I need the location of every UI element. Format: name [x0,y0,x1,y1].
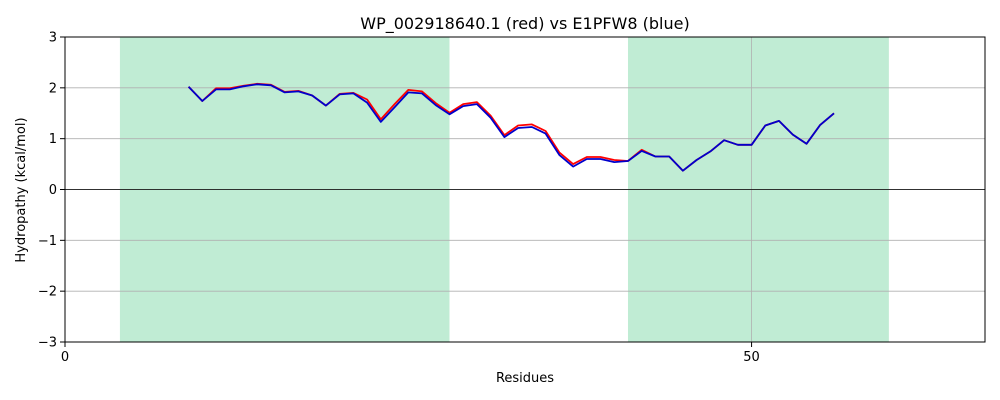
y-tick-label: 3 [49,31,57,46]
x-tick-label: 0 [61,350,69,365]
series-line-2 [187,83,835,172]
y-tick-label: −2 [38,285,57,300]
y-tick-label: −3 [38,336,57,351]
plot-area: −3 −2 −1 0 1 2 3 0 50 [38,31,986,365]
y-tick-label: 2 [49,81,57,96]
x-tick-label: 50 [743,350,760,365]
y-tick-label: 0 [49,183,57,198]
y-tick-label: 1 [49,132,57,147]
x-axis-label: Residues [496,371,554,386]
y-tick-label: −1 [38,234,57,249]
y-axis-label: Hydropathy (kcal/mol) [14,117,29,262]
chart-title: WP_002918640.1 (red) vs E1PFW8 (blue) [360,14,689,34]
